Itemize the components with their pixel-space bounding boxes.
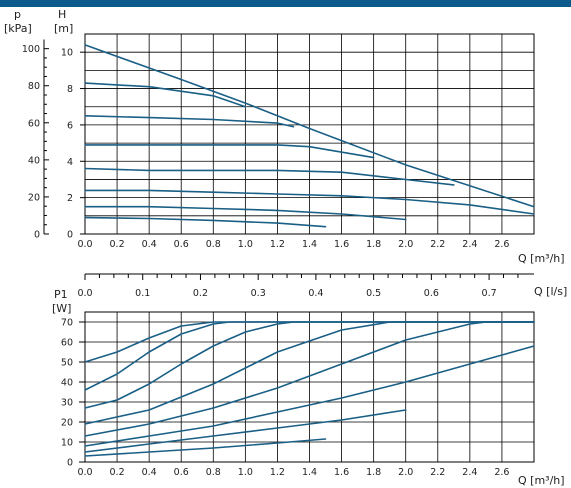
top-x-tick-label: 1.0 [238, 239, 253, 250]
pressure-axis-unit: [kPa] [4, 22, 32, 35]
head-curve [84, 82, 247, 108]
head-curve [84, 205, 407, 221]
bottom-flow-axis-label: Q [m³/h] [518, 474, 565, 487]
bottom-x-tick-label: 0.6 [174, 467, 189, 478]
pressure-tick-label: 60 [28, 118, 40, 129]
top-x-tick-label: 2.2 [430, 239, 445, 250]
bottom-x-tick-label: 1.8 [366, 467, 381, 478]
top-x-tick-label: 2.6 [494, 239, 509, 250]
power-tick-label: 10 [61, 438, 73, 449]
bottom-x-tick-label: 2.6 [494, 467, 509, 478]
flow-ls-tick-label: 0.6 [424, 288, 439, 299]
head-tick-label: 0 [67, 230, 73, 241]
top-flow-axis-label: Q [m³/h] [518, 252, 565, 265]
bottom-x-tick-label: 0.8 [206, 467, 221, 478]
head-tick-label: 2 [67, 193, 73, 204]
power-tick-label: 20 [61, 418, 73, 429]
top-accent-bar [0, 0, 571, 7]
power-tick-label: 30 [61, 398, 73, 409]
power-curve [84, 345, 535, 447]
flow-ls-tick-label: 0.7 [482, 288, 497, 299]
head-tick-label: 8 [67, 84, 73, 95]
flow-ls-tick-label: 0.0 [77, 288, 92, 299]
head-axis-label: H [58, 8, 66, 21]
bottom-x-tick-label: 0.2 [110, 467, 125, 478]
curve-layer [84, 44, 535, 457]
head-curve [84, 167, 455, 186]
bottom-x-tick-label: 0.0 [77, 467, 92, 478]
pressure-tick-label: 20 [28, 192, 40, 203]
pressure-tick-label: 40 [28, 155, 40, 166]
head-curve [84, 44, 535, 208]
head-curve [84, 216, 327, 228]
top-x-tick-label: 1.6 [334, 239, 349, 250]
power-curve [84, 321, 535, 391]
flow-ls-axis-label: Q [l/s] [534, 285, 567, 298]
power-tick-label: 40 [61, 378, 73, 389]
pressure-tick-label: 100 [22, 44, 40, 55]
pressure-tick-label: 0 [34, 230, 40, 241]
power-curve [84, 321, 535, 425]
head-tick-label: 10 [61, 48, 73, 59]
top-x-tick-label: 1.4 [302, 239, 317, 250]
top-x-tick-label: 1.2 [270, 239, 285, 250]
axis-layer: 0.0 0.2 0.4 0.6 0.8 1.0 1.2 1.4 1.6 1.8 2.0 2.2 2.4 2… [22, 39, 534, 478]
top-x-tick-label: 0.0 [77, 239, 92, 250]
head-curve [84, 189, 535, 215]
bottom-x-tick-label: 2.4 [462, 467, 477, 478]
head-tick-label: 6 [67, 120, 73, 131]
flow-ls-tick-label: 0.5 [366, 288, 381, 299]
bottom-x-tick-label: 2.0 [398, 467, 413, 478]
flow-ls-tick-label: 0.3 [251, 288, 266, 299]
top-x-tick-label: 2.4 [462, 239, 477, 250]
power-axis-unit: [W] [52, 302, 71, 315]
bottom-x-tick-label: 1.0 [238, 467, 253, 478]
power-tick-label: 60 [61, 338, 73, 349]
head-tick-label: 4 [67, 157, 73, 168]
top-x-tick-label: 0.6 [174, 239, 189, 250]
flow-ls-tick-label: 0.1 [135, 288, 150, 299]
head-axis-unit: [m] [54, 22, 73, 35]
bottom-x-tick-label: 1.6 [334, 467, 349, 478]
power-curve [84, 409, 407, 453]
bottom-x-tick-label: 1.2 [270, 467, 285, 478]
pressure-tick-label: 80 [28, 81, 40, 92]
power-tick-label: 70 [61, 318, 73, 329]
head-curve [84, 115, 295, 128]
top-x-tick-label: 1.8 [366, 239, 381, 250]
top-x-tick-label: 2.0 [398, 239, 413, 250]
bottom-x-tick-label: 0.4 [142, 467, 157, 478]
power-tick-label: 50 [61, 358, 73, 369]
power-curve [84, 321, 535, 409]
power-axis-label: P1 [54, 288, 68, 301]
flow-ls-tick-label: 0.4 [308, 288, 323, 299]
flow-ls-tick-label: 0.2 [193, 288, 208, 299]
top-x-tick-label: 0.2 [110, 239, 125, 250]
bottom-x-tick-label: 1.4 [302, 467, 317, 478]
power-tick-label: 0 [67, 458, 73, 469]
top-x-tick-label: 0.4 [142, 239, 157, 250]
top-x-tick-label: 0.8 [206, 239, 221, 250]
head-curve [84, 144, 375, 159]
bottom-x-tick-label: 2.2 [430, 467, 445, 478]
pressure-axis-label: p [14, 8, 21, 21]
power-curve [84, 321, 535, 437]
power-curve [84, 438, 327, 457]
